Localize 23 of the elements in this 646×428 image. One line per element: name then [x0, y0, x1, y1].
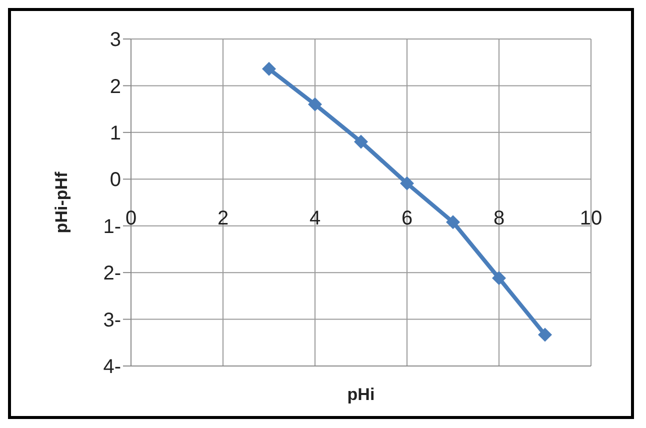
x-tick-label: 6	[401, 207, 413, 230]
x-tick-label: 0	[125, 207, 137, 230]
point	[308, 97, 322, 112]
x-tick-label: 10	[580, 207, 602, 230]
point	[262, 62, 276, 76]
x-tick-label: 4	[309, 207, 321, 230]
y-tick-label: 3-	[103, 309, 121, 332]
point	[538, 328, 552, 342]
y-tick-label: 1-	[103, 216, 121, 238]
point	[400, 176, 414, 190]
x-tick-label: 2	[217, 207, 229, 230]
x-axis-title: pHi	[347, 385, 375, 404]
point	[354, 134, 368, 149]
x-tick-label: 8	[493, 207, 505, 230]
y-tick-label: 1	[110, 122, 121, 145]
y-tick-label: 3	[110, 29, 121, 52]
y-tick-label: 4-	[103, 356, 121, 378]
point	[492, 271, 506, 286]
y-axis-title: pHi-pHf	[52, 171, 72, 234]
y-tick-label: 2	[110, 76, 121, 98]
point	[446, 215, 460, 230]
y-tick-label: 0	[110, 169, 121, 192]
y-tick-label: 2-	[103, 262, 121, 285]
